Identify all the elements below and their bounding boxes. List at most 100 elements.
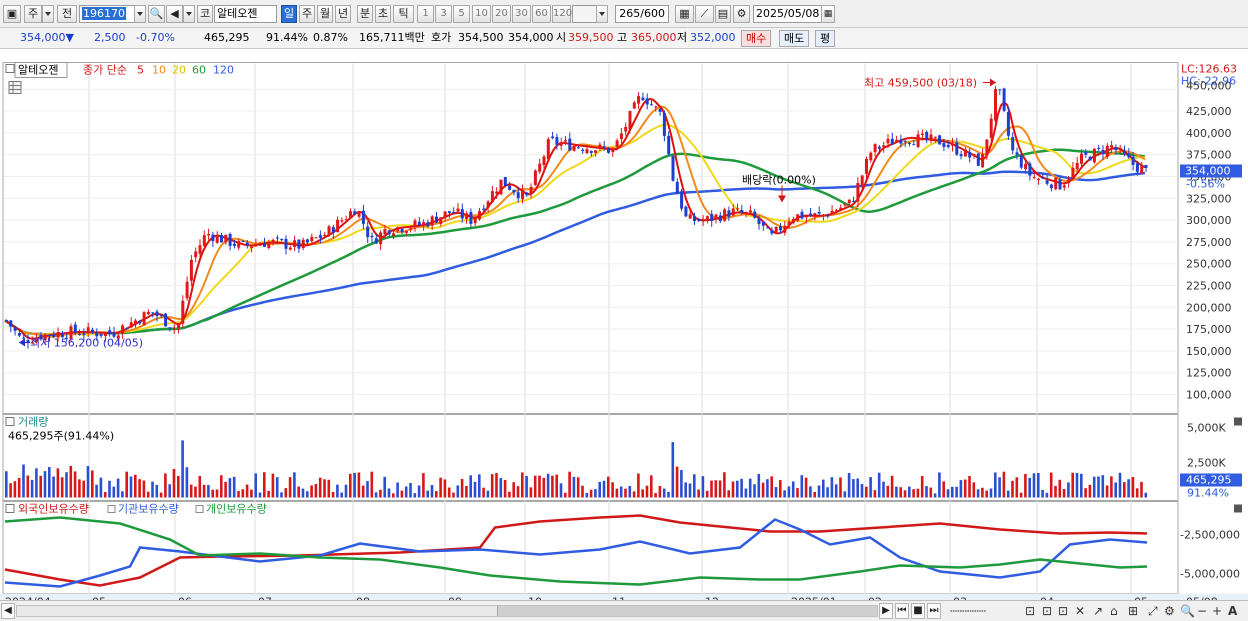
settings-icon[interactable]: ⚙: [1164, 604, 1175, 618]
interval-30-button[interactable]: 30: [512, 5, 531, 23]
speaker-icon[interactable]: ◀: [166, 5, 183, 23]
zoom-in-icon[interactable]: +: [1212, 604, 1223, 618]
chart-tool-icon-1[interactable]: ⊡: [1025, 604, 1036, 618]
buy-order-button[interactable]: 매수: [741, 30, 772, 47]
low-label: 저: [677, 31, 688, 44]
fit-icon[interactable]: ⊞: [1128, 604, 1139, 618]
table-view-icon[interactable]: [8, 81, 22, 94]
data-count-value: 265: [619, 7, 641, 20]
text-tool-icon[interactable]: ⌂: [1110, 604, 1118, 618]
interval-3-button[interactable]: 3: [435, 5, 452, 23]
volume-y-tick-2500k: 2,500K: [1187, 457, 1226, 470]
period-day-button[interactable]: 일: [281, 5, 297, 23]
price-y-axis: 425,000400,000375,000350,000325,000300,0…: [1186, 105, 1232, 401]
search-icon[interactable]: 🔍: [148, 5, 165, 23]
period-second-button[interactable]: 초: [375, 5, 391, 23]
zoom-slider-icon[interactable]: ┄┄┄┄┄: [950, 604, 987, 618]
window-menu-icon[interactable]: ▣: [3, 5, 21, 23]
average-button[interactable]: 평: [815, 30, 836, 47]
price-y-tick: 225,000: [1186, 280, 1232, 293]
holding-close-icon[interactable]: [1234, 504, 1242, 513]
zoom-icon[interactable]: 🔍: [1180, 604, 1195, 618]
ma10-legend[interactable]: 10: [152, 64, 166, 77]
low-price: 352,000: [690, 31, 736, 44]
price-change-pct: -0.70%: [136, 31, 175, 44]
period-week-button[interactable]: 주: [299, 5, 315, 23]
market-badge[interactable]: 코: [197, 5, 213, 23]
bid-price: 354,000: [508, 31, 554, 44]
line-tool-icon[interactable]: ↗: [1093, 604, 1104, 618]
current-price: 354,000▼: [20, 31, 74, 44]
high-annotation: 최고 459,500 (03/18): [864, 77, 977, 90]
holding-panel[interactable]: [2, 501, 1179, 594]
ma5-legend[interactable]: 5: [137, 64, 144, 77]
holding-y-tick-5000000: -5,000,000: [1180, 568, 1240, 581]
chart-tool-icon-3[interactable]: ⊡: [1058, 604, 1069, 618]
volume-info: 465,295주(91.44%): [8, 430, 114, 443]
date-field[interactable]: 2025/05/08: [753, 5, 823, 23]
interval-20-button[interactable]: 20: [492, 5, 511, 23]
sell-order-button[interactable]: 매도: [779, 30, 810, 47]
ma5-line: [4, 97, 1146, 340]
individual-holding-legend[interactable]: 개인보유수량: [206, 503, 267, 516]
period-minute-button[interactable]: 분: [357, 5, 373, 23]
fast-forward-icon[interactable]: ⏭: [927, 603, 941, 619]
interval-10-button[interactable]: 10: [472, 5, 491, 23]
data-count-field[interactable]: 265/600: [615, 5, 669, 23]
volume-panel-handle-icon[interactable]: [5, 417, 15, 426]
rewind-icon[interactable]: ⏮: [895, 603, 909, 619]
zoom-out-icon[interactable]: −: [1197, 604, 1208, 618]
stock-code-input[interactable]: 196170: [79, 5, 135, 23]
ma20-line: [4, 123, 1146, 336]
period-select[interactable]: 주: [24, 5, 42, 23]
panel-handle-icon[interactable]: [5, 64, 15, 73]
ma20-legend[interactable]: 20: [172, 64, 186, 77]
bid-label: 호가: [431, 31, 452, 44]
calendar-icon[interactable]: ▦: [821, 5, 835, 23]
stock-tag-box: [14, 62, 68, 78]
interval-5-button[interactable]: 5: [453, 5, 470, 23]
foreign-holding-legend[interactable]: 외국인보유수량: [18, 503, 89, 516]
turnover-rate: 0.87%: [313, 31, 348, 44]
type-select[interactable]: 전: [57, 5, 77, 23]
high-label: 고: [617, 31, 628, 44]
data-count-max: /600: [640, 7, 665, 20]
gear-icon[interactable]: ⚙: [733, 5, 750, 23]
volume-title: 거래량: [18, 416, 48, 429]
price-y-tick: 375,000: [1186, 149, 1232, 162]
volume-y-tick-5000k: 5,000K: [1187, 422, 1226, 435]
font-size-icon[interactable]: A: [1228, 604, 1238, 618]
stock-name-field[interactable]: 알테오젠: [214, 5, 277, 23]
chart-tool-icon-2[interactable]: ⊡: [1042, 604, 1053, 618]
interval-1-button[interactable]: 1: [417, 5, 434, 23]
period-dropdown-icon[interactable]: [42, 5, 54, 23]
interval-120-button[interactable]: 120: [552, 5, 572, 23]
period-tick-button[interactable]: 틱: [393, 5, 414, 23]
ma120-legend[interactable]: 120: [213, 64, 234, 77]
scroll-right-icon[interactable]: ▶: [879, 603, 893, 619]
scrollbar-thumb[interactable]: [497, 606, 877, 616]
ma60-legend[interactable]: 60: [192, 64, 206, 77]
trade-amount: 165,711백만: [359, 31, 425, 44]
period-year-button[interactable]: 년: [335, 5, 351, 23]
period-month-button[interactable]: 월: [317, 5, 333, 23]
institution-holding-legend[interactable]: 기관보유수량: [118, 503, 179, 516]
stock-chart[interactable]: 알테오젠 종가 단순 5 10 20 60 120 LC:126.63 HC:-…: [0, 49, 1248, 621]
lc-value: LC:126.63: [1181, 63, 1237, 76]
scroll-left-icon[interactable]: ◀: [1, 603, 15, 619]
save-icon[interactable]: ▤: [715, 5, 731, 23]
speaker-dropdown-icon[interactable]: [183, 5, 195, 23]
custom-interval-dropdown-icon[interactable]: [596, 5, 608, 23]
stock-code-dropdown-icon[interactable]: [134, 5, 146, 23]
price-panel[interactable]: [2, 62, 1179, 414]
interval-60-button[interactable]: 60: [532, 5, 551, 23]
chart-type-icon[interactable]: ▦: [675, 5, 694, 23]
dividend-annotation: 배당락(0.00%): [742, 174, 816, 187]
crosshair-icon[interactable]: ✕: [1075, 604, 1086, 618]
drawing-tool-icon[interactable]: ⟋: [695, 5, 714, 23]
volume-close-icon[interactable]: [1234, 417, 1242, 426]
chart-scrollbar[interactable]: [16, 605, 878, 617]
holding-panel-handle-icon[interactable]: [5, 504, 15, 513]
stop-icon[interactable]: ■: [911, 603, 925, 619]
expand-icon[interactable]: ⤢: [1148, 604, 1158, 618]
